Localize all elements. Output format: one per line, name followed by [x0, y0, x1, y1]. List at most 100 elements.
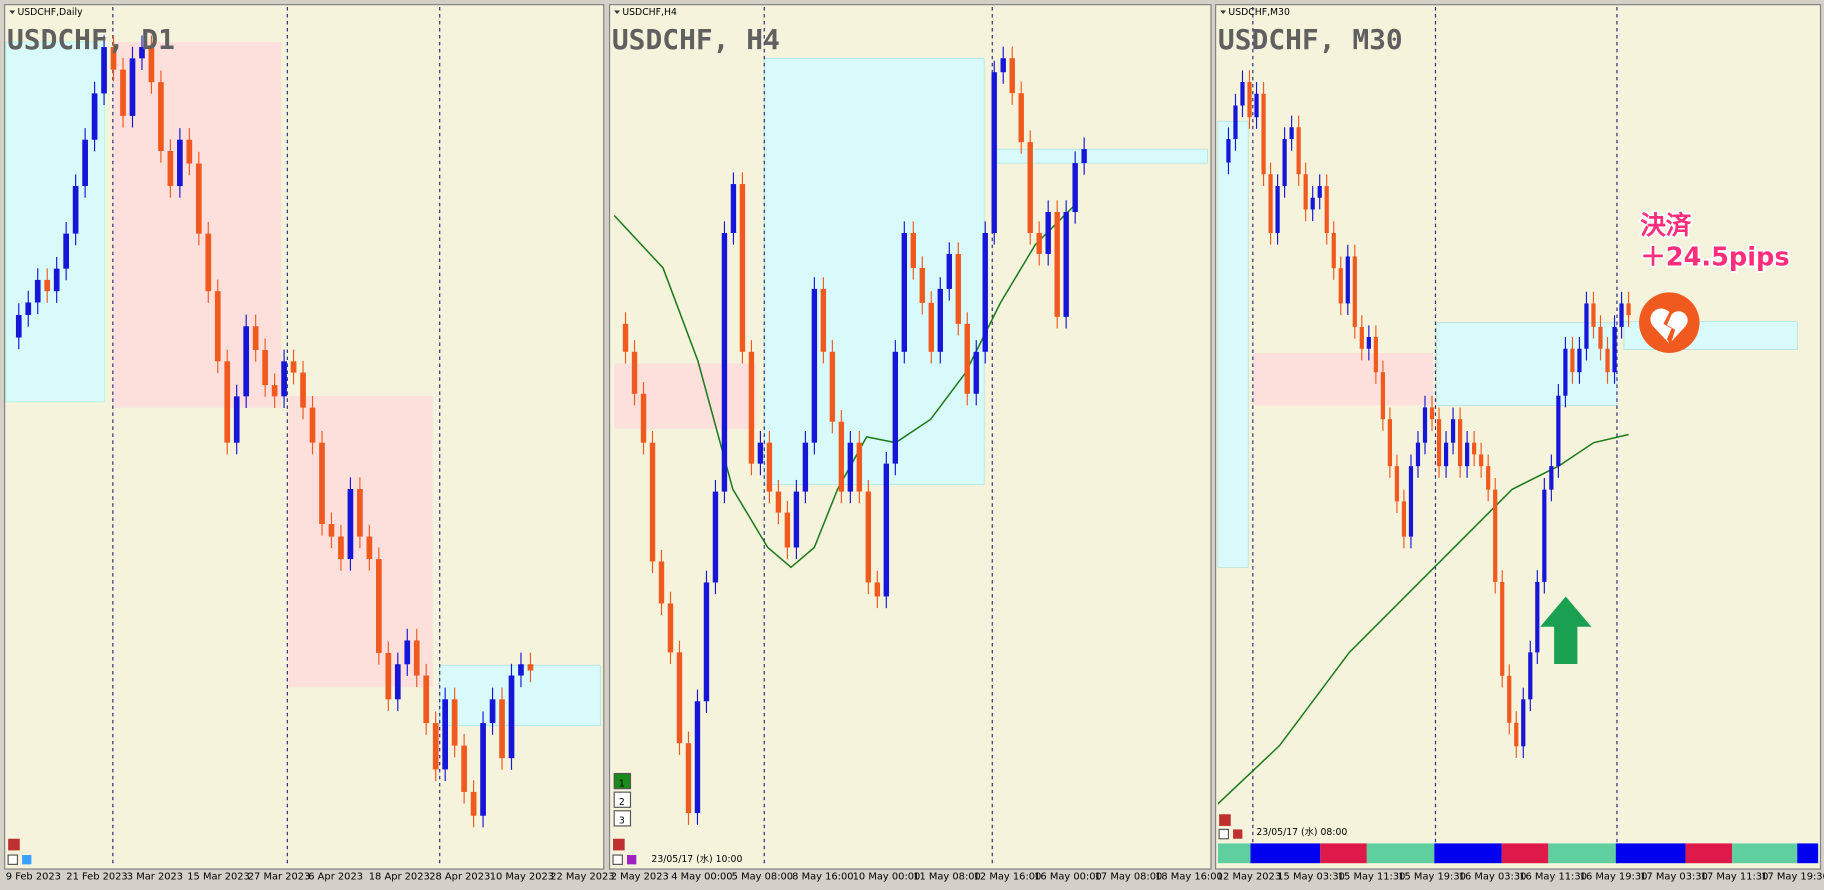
x-axis-label: 12 May 16:00: [974, 872, 1042, 883]
candle: [300, 372, 306, 408]
x-axis-label: 11 May 08:00: [913, 872, 981, 883]
candle: [982, 232, 988, 352]
button[interactable]: [8, 838, 20, 851]
candle: [394, 664, 401, 700]
candle: [499, 699, 505, 759]
button[interactable]: [613, 772, 632, 790]
candle: [1549, 466, 1554, 490]
candle: [262, 350, 268, 386]
button[interactable]: [7, 854, 19, 865]
button[interactable]: [1233, 829, 1243, 839]
button[interactable]: [613, 838, 625, 851]
zone: [5, 41, 105, 403]
candle: [1345, 256, 1350, 304]
candle: [874, 582, 881, 597]
candle: [1486, 466, 1491, 490]
x-axis-label: 15 Mar 2023: [187, 872, 250, 883]
window-title: USDCHF,M30: [1228, 7, 1290, 18]
candle: [658, 561, 665, 604]
x-axis-label: 10 May 00:00: [853, 872, 921, 883]
candle: [214, 291, 221, 362]
candle: [865, 491, 872, 583]
candle: [640, 393, 647, 443]
button[interactable]: [22, 855, 32, 865]
candle: [1009, 58, 1015, 94]
x-axis-label: 16 May 00:00: [1034, 872, 1102, 883]
annotation: ＋24.5pips: [1640, 243, 1789, 273]
window-title: USDCHF,H4: [622, 7, 677, 18]
candle: [1415, 442, 1421, 467]
candle: [347, 488, 354, 560]
button[interactable]: [613, 791, 632, 808]
dropdown[interactable]: [9, 10, 16, 14]
candle: [856, 442, 863, 492]
candle: [1429, 407, 1435, 420]
candle: [1247, 82, 1252, 118]
x-axis-label: 22 May 2023: [550, 872, 614, 883]
button[interactable]: [1219, 814, 1231, 826]
dropdown[interactable]: [614, 10, 621, 14]
candle: [442, 699, 449, 770]
button-label: 2: [619, 797, 625, 808]
button[interactable]: [612, 854, 623, 865]
candle: [508, 675, 515, 759]
candle: [1563, 348, 1568, 396]
candle: [328, 524, 335, 537]
candle: [1045, 212, 1051, 254]
button[interactable]: [1218, 828, 1229, 840]
candle: [1479, 454, 1484, 467]
x-axis-label: 5 May 08:00: [732, 872, 793, 883]
dropdown[interactable]: [1220, 10, 1227, 14]
candle: [892, 351, 899, 464]
candle: [1289, 127, 1294, 140]
candle: [901, 232, 908, 352]
candle: [376, 559, 382, 653]
candle: [15, 314, 22, 338]
x-axis-label: 16 May 19:30: [1580, 872, 1648, 883]
button[interactable]: [613, 810, 632, 827]
candle: [919, 267, 925, 303]
candle: [820, 288, 827, 352]
candle: [1261, 93, 1266, 175]
annotation: 決済: [1640, 210, 1692, 241]
x-axis-label: 17 May 19:30: [1761, 872, 1824, 883]
candle: [366, 536, 373, 560]
candle: [937, 288, 943, 352]
candle: [1401, 501, 1407, 537]
candle: [290, 361, 297, 373]
candle: [928, 302, 934, 352]
candle: [964, 323, 970, 394]
x-axis-label: 15 May 19:30: [1398, 872, 1466, 883]
candle: [811, 288, 818, 443]
candle: [177, 139, 183, 187]
x-axis-label: 18 May 16:00: [1155, 872, 1223, 883]
candle: [252, 326, 259, 351]
candle: [271, 385, 278, 397]
candle: [1338, 268, 1343, 304]
candle: [1036, 232, 1042, 254]
candle: [53, 268, 60, 292]
candle: [757, 442, 764, 464]
candle: [148, 47, 155, 83]
candle: [1542, 489, 1547, 582]
candle: [423, 675, 430, 724]
candle: [1366, 336, 1371, 349]
candle: [1577, 348, 1582, 373]
candle: [1310, 197, 1315, 210]
zone: [1217, 120, 1249, 568]
timestamp: 23/05/17 (水) 08:00: [1256, 826, 1347, 838]
x-axis-label: 2 May 2023: [611, 872, 669, 883]
candle: [1081, 149, 1087, 164]
moving-average: [613, 203, 1077, 569]
candle: [802, 442, 809, 492]
candle: [1275, 186, 1280, 233]
candle: [44, 279, 51, 292]
candle: [1296, 127, 1301, 175]
candle: [1528, 652, 1533, 700]
button[interactable]: [627, 855, 637, 865]
candle: [721, 232, 728, 492]
x-axis-label: 17 May 03:30: [1640, 872, 1708, 883]
candle: [1226, 139, 1231, 163]
broken-heart: [1650, 308, 1688, 344]
candle: [205, 233, 212, 292]
